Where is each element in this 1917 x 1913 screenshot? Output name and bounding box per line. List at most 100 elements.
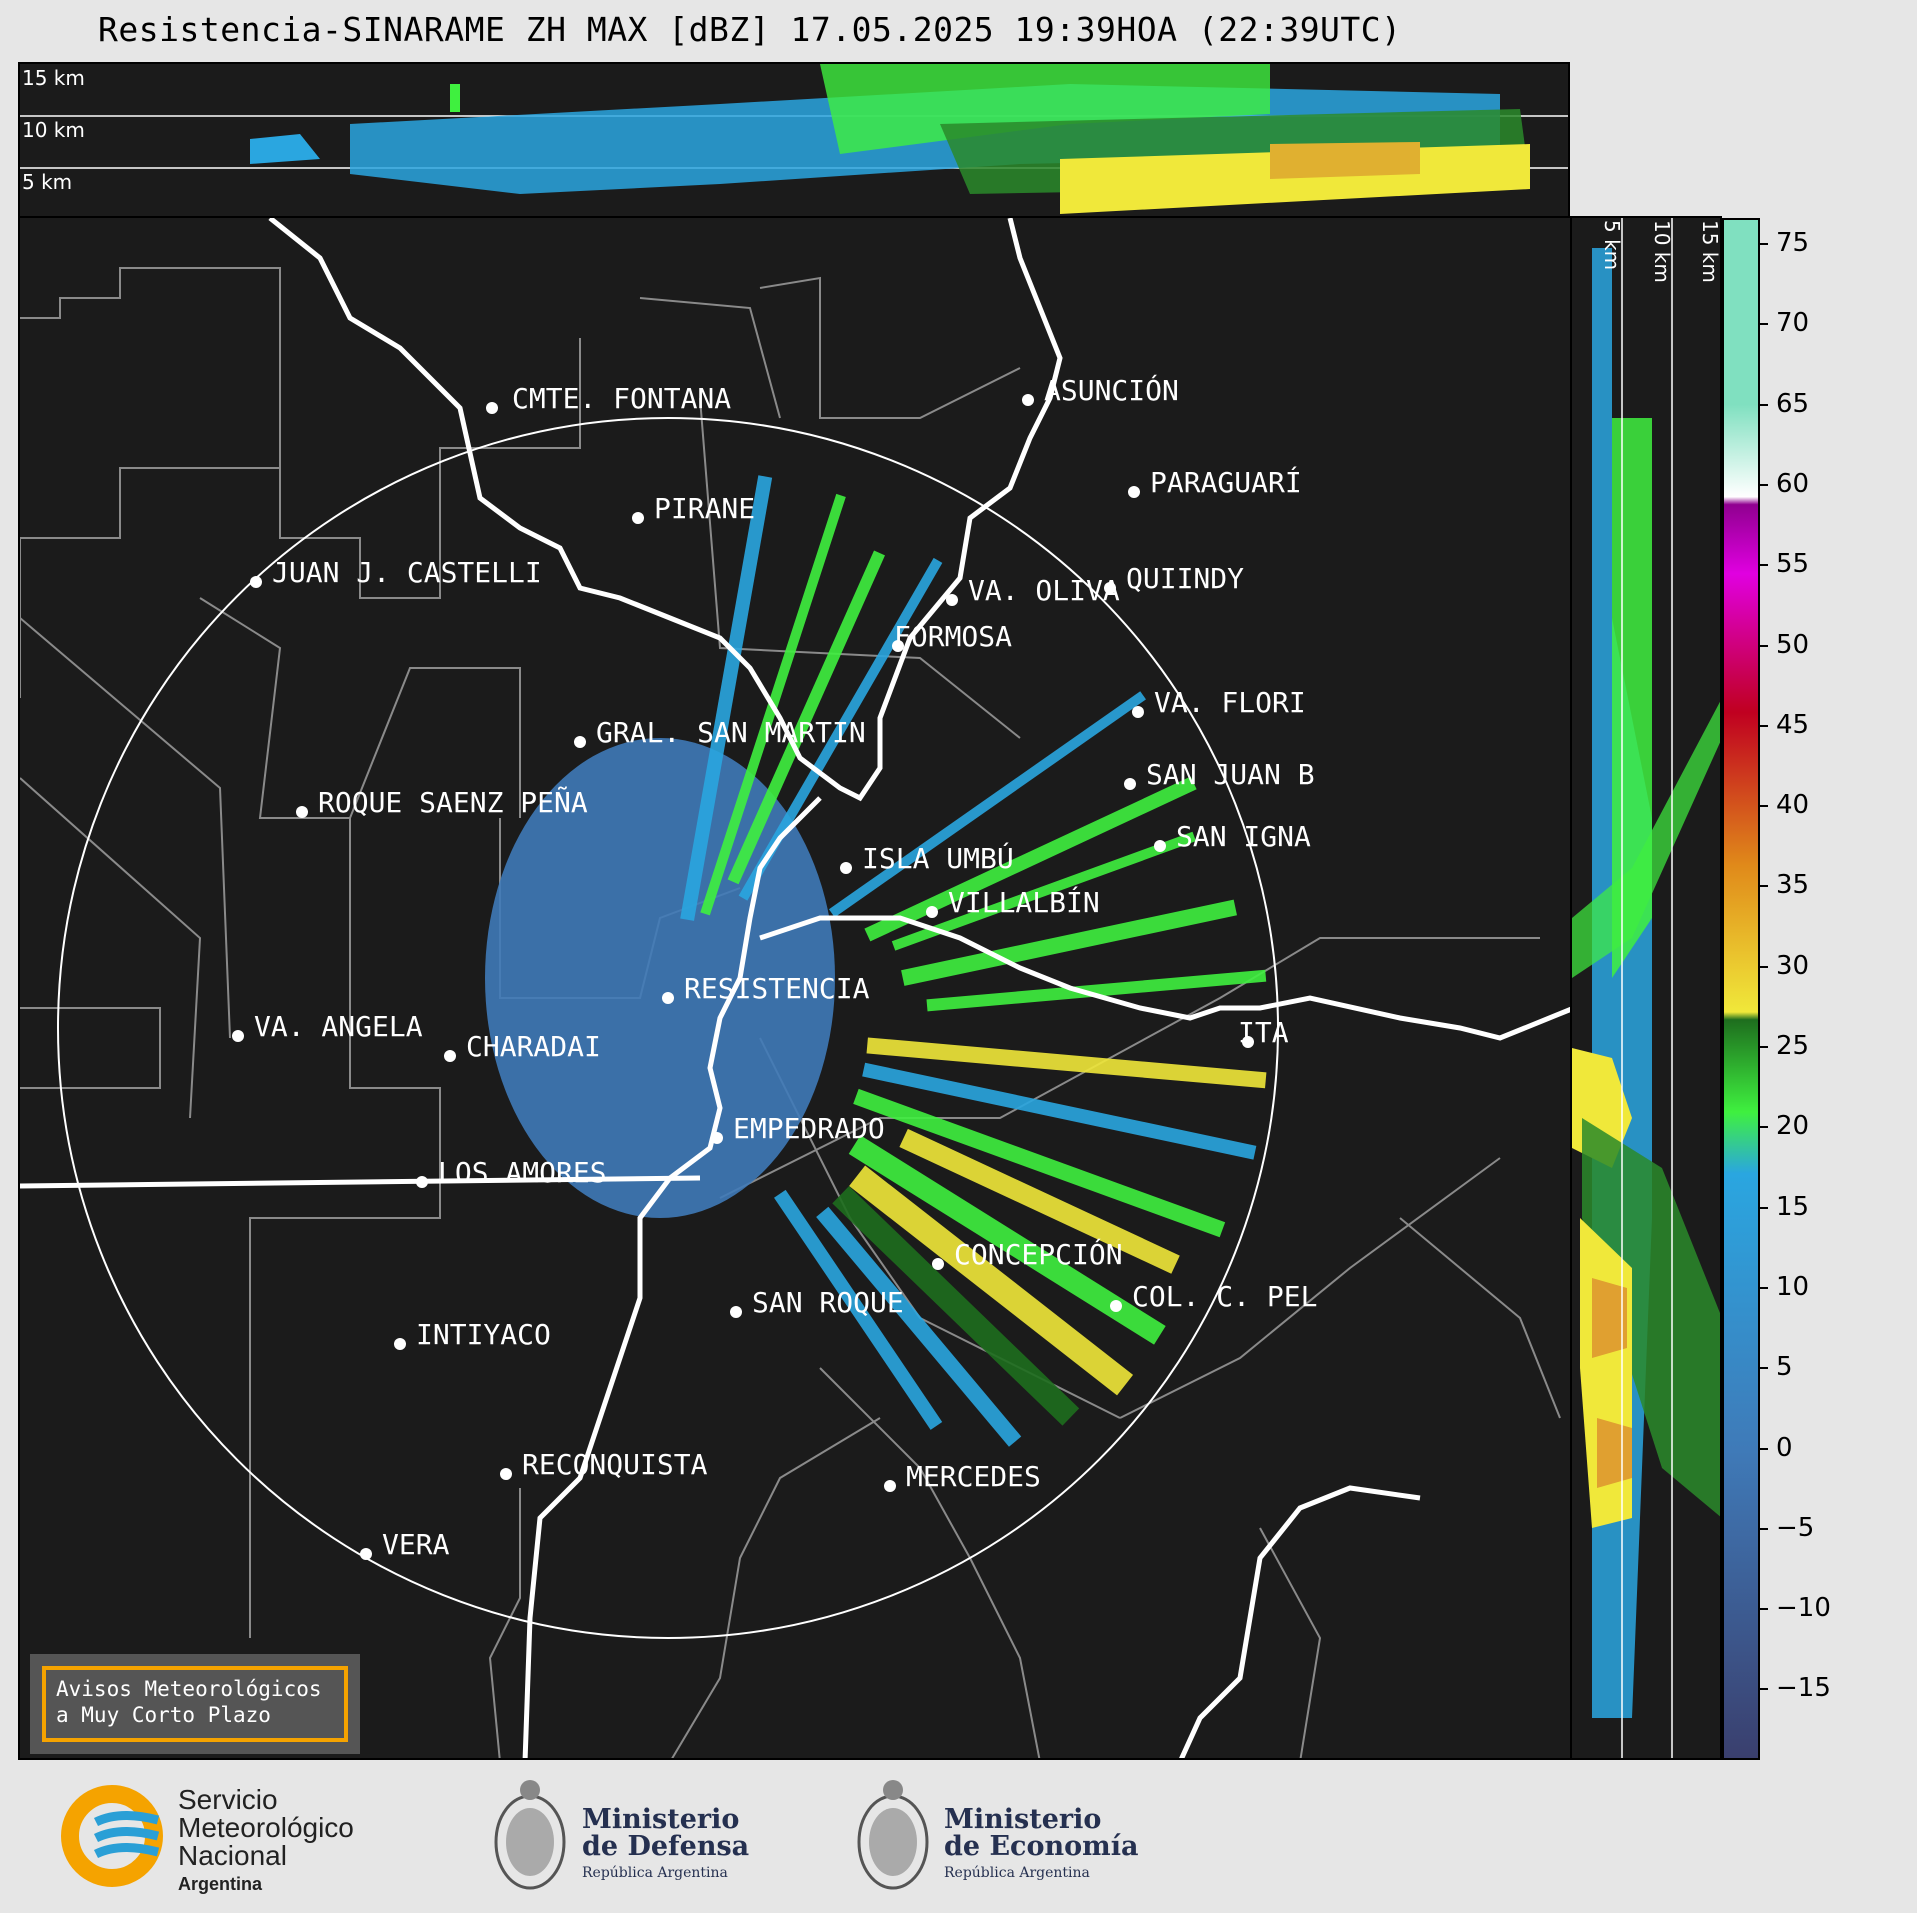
city-label: COL. C. PEL [1132, 1280, 1317, 1313]
city-marker [1022, 394, 1034, 406]
economia-line3: República Argentina [944, 1865, 1090, 1881]
city-label: SAN JUAN B [1146, 758, 1315, 791]
smn-line1: Servicio [178, 1784, 278, 1815]
echo-ray [926, 969, 1267, 1012]
smn-line4: Argentina [178, 1874, 263, 1894]
top-echo-green [820, 64, 1270, 154]
dbz-colorbar [1722, 218, 1760, 1760]
echo-ray [727, 550, 885, 885]
city-label: VERA [382, 1528, 450, 1561]
echo-ray [866, 1037, 1267, 1089]
city-marker [232, 1030, 244, 1042]
city-marker [632, 512, 644, 524]
top-echo-spike [450, 84, 460, 112]
top-echo-cell [250, 134, 320, 164]
smn-logo-icon [61, 1785, 163, 1887]
defensa-seal-icon [494, 1780, 566, 1890]
city-marker [394, 1338, 406, 1350]
colorbar-tick-label: 60 [1759, 469, 1809, 499]
smn-line2: Meteorológico [178, 1812, 354, 1843]
city-marker [1128, 486, 1140, 498]
city-label: CONCEPCIÓN [954, 1237, 1123, 1271]
city-label: VA. ANGELA [254, 1010, 423, 1043]
economia-line1: Ministerio [944, 1804, 1102, 1835]
radar-echoes [485, 475, 1267, 1447]
city-marker [840, 862, 852, 874]
city-label: FORMOSA [894, 620, 1012, 653]
warning-legend-line1: Avisos Meteorológicos [56, 1677, 322, 1701]
city-marker [1132, 706, 1144, 718]
city-label: ROQUE SAENZ PEÑA [318, 785, 588, 819]
city-label: ITA [1238, 1016, 1289, 1049]
right-echo-orange-2 [1597, 1418, 1632, 1488]
colorbar-tick-label: 10 [1759, 1272, 1809, 1302]
radar-map-svg: CMTE. FONTANA ASUNCIÓN PARAGUARÍ PIRANE JUAN… [20, 218, 1570, 1758]
city-marker [360, 1548, 372, 1560]
city-label: SAN IGNA [1176, 820, 1311, 853]
city-label: QUIINDY [1126, 562, 1244, 595]
city-label: PARAGUARÍ [1150, 465, 1302, 499]
colorbar-tick-label: 0 [1760, 1433, 1793, 1463]
defensa-line3: República Argentina [582, 1865, 728, 1881]
warning-legend-box: Avisos Meteorológicos a Muy Corto Plazo [30, 1654, 360, 1754]
warning-legend-inner: Avisos Meteorológicos a Muy Corto Plazo [42, 1666, 348, 1742]
echo-ray [828, 691, 1146, 918]
city-label: GRAL. SAN MARTIN [596, 716, 866, 749]
defensa-logo-text: Ministerio de Defensa República Argentin… [582, 1806, 749, 1887]
top-profile-svg [20, 64, 1568, 214]
echo-ray [832, 1186, 1080, 1426]
city-marker [730, 1306, 742, 1318]
top-height-profile-panel: 15 km 10 km 5 km [18, 62, 1570, 218]
warning-legend-line2: a Muy Corto Plazo [56, 1703, 271, 1727]
city-marker [662, 992, 674, 1004]
city-label: EMPEDRADO [733, 1112, 885, 1145]
city-marker [884, 1480, 896, 1492]
colorbar-tick-label: −5 [1759, 1513, 1814, 1543]
defensa-line2: de Defensa [582, 1831, 750, 1862]
echo-ray [864, 776, 1197, 942]
echo-ray [849, 1165, 1134, 1396]
city-marker [932, 1258, 944, 1270]
colorbar-tick-label: 45 [1759, 710, 1809, 740]
right-profile-svg [1572, 218, 1720, 1758]
city-label: CHARADAI [466, 1030, 601, 1063]
city-marker [416, 1176, 428, 1188]
right-height-profile-panel: 5 km 10 km 15 km [1570, 216, 1722, 1760]
footer-logos-svg [61, 1780, 929, 1890]
smn-logo-text: Servicio Meteorológico Nacional Argentin… [178, 1786, 354, 1898]
smn-line3: Nacional [178, 1840, 287, 1871]
city-marker [250, 576, 262, 588]
economia-logo-text: Ministerio de Economía República Argenti… [944, 1806, 1138, 1887]
right-height-label-15km: 15 km [1698, 220, 1722, 283]
radar-map-panel: CMTE. FONTANA ASUNCIÓN PARAGUARÍ PIRANE JUAN… [18, 216, 1572, 1760]
city-marker [444, 1050, 456, 1062]
colorbar-tick-label: 50 [1759, 630, 1809, 660]
echo-ray [680, 475, 773, 921]
colorbar-tick-label: 75 [1759, 228, 1809, 258]
defensa-line1: Ministerio [582, 1804, 740, 1835]
city-label: RECONQUISTA [522, 1448, 708, 1481]
echo-ray [891, 831, 1196, 951]
economia-line2: de Economía [944, 1831, 1139, 1862]
city-marker [1110, 1300, 1122, 1312]
city-label: INTIYACO [416, 1318, 551, 1351]
chart-title: Resistencia-SINARAME ZH MAX [dBZ] 17.05.… [98, 10, 1402, 49]
city-label: SAN ROQUE [752, 1286, 904, 1319]
top-height-label-5km: 5 km [22, 170, 73, 194]
colorbar-tick-label: 55 [1759, 549, 1809, 579]
top-echo-orange [1270, 142, 1420, 179]
colorbar-tick-label: 20 [1759, 1111, 1809, 1141]
city-marker [1124, 778, 1136, 790]
colorbar-tick-label: 70 [1759, 308, 1809, 338]
colorbar-tick-label: −15 [1760, 1673, 1831, 1703]
city-label: CMTE. FONTANA [512, 382, 731, 415]
city-marker [946, 594, 958, 606]
city-label: VA. FLORI [1154, 686, 1306, 719]
colorbar-tick-label: 35 [1759, 870, 1809, 900]
top-height-label-15km: 15 km [22, 66, 85, 90]
echo-ray [899, 1128, 1180, 1274]
colorbar-tick-label: 15 [1759, 1192, 1809, 1222]
echo-ray [853, 1088, 1226, 1238]
city-marker [574, 736, 586, 748]
echo-ray [774, 1189, 943, 1430]
